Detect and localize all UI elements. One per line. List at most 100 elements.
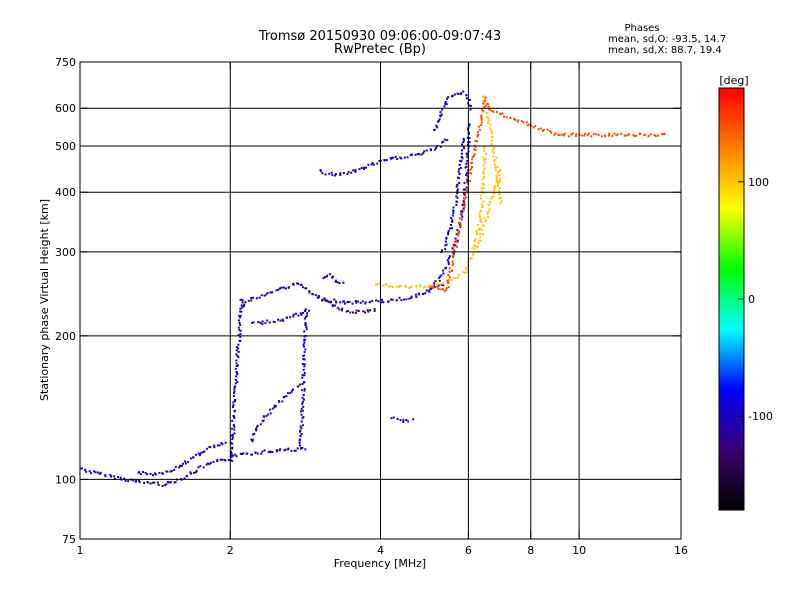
data-point: [152, 474, 154, 477]
data-point: [292, 282, 295, 285]
data-point: [246, 452, 249, 455]
x-tick-label: 10: [572, 544, 586, 557]
data-point: [492, 148, 495, 150]
data-point: [282, 319, 284, 322]
data-point: [442, 288, 444, 291]
data-point: [475, 229, 478, 232]
data-point: [361, 300, 364, 303]
data-point: [303, 388, 306, 390]
data-point: [452, 277, 455, 279]
data-point: [234, 382, 237, 385]
data-point: [365, 166, 368, 169]
data-point: [158, 471, 161, 474]
data-point: [464, 166, 467, 169]
data-point: [483, 99, 486, 102]
data-point: [385, 159, 388, 162]
data-point: [429, 148, 432, 151]
data-point: [304, 322, 307, 325]
data-point: [503, 115, 505, 118]
data-point: [452, 254, 455, 257]
data-point: [444, 138, 447, 141]
data-point: [499, 202, 502, 205]
data-point: [463, 139, 465, 142]
data-point: [303, 341, 306, 344]
data-point: [653, 134, 656, 136]
data-point: [453, 252, 455, 255]
data-point: [117, 476, 120, 478]
data-point: [461, 218, 464, 221]
data-point: [206, 462, 209, 465]
data-point: [303, 351, 306, 354]
data-point: [448, 255, 451, 258]
data-point: [563, 132, 566, 135]
data-point: [154, 472, 156, 475]
data-point: [303, 374, 306, 377]
data-point: [301, 446, 304, 449]
data-point: [336, 281, 339, 284]
data-point: [468, 123, 471, 126]
data-point: [179, 464, 181, 467]
data-point: [247, 299, 250, 302]
data-point: [430, 286, 432, 288]
data-point: [202, 466, 205, 469]
data-point: [496, 184, 499, 187]
data-point: [448, 276, 451, 279]
data-point: [494, 187, 497, 190]
data-point: [231, 419, 234, 422]
data-point: [240, 304, 243, 307]
data-point: [438, 118, 441, 121]
data-point: [432, 286, 435, 289]
data-point: [454, 237, 457, 240]
data-point: [197, 452, 200, 455]
data-point: [498, 197, 501, 200]
data-point: [267, 413, 270, 416]
data-point: [597, 133, 600, 136]
data-point: [473, 239, 476, 242]
data-point: [388, 285, 390, 288]
data-point: [371, 162, 374, 164]
data-point: [479, 218, 482, 221]
data-point: [367, 310, 370, 313]
data-point: [496, 111, 498, 113]
data-point: [306, 312, 309, 315]
data-point: [206, 447, 209, 450]
data-point: [182, 462, 184, 465]
data-point: [517, 119, 520, 122]
data-point: [468, 141, 471, 144]
x-tick-label: 2: [227, 544, 234, 557]
data-point: [173, 469, 176, 471]
data-point: [284, 287, 287, 290]
data-point: [454, 244, 457, 247]
data-point: [462, 202, 465, 205]
data-point: [490, 110, 493, 113]
data-point: [473, 148, 476, 151]
data-point: [476, 245, 479, 248]
data-point: [170, 470, 173, 473]
data-point: [430, 287, 433, 290]
data-point: [460, 155, 463, 158]
colorbar-tick-label: -100: [748, 410, 773, 423]
data-point: [342, 281, 345, 284]
data-point: [526, 124, 529, 127]
data-point: [466, 156, 469, 159]
data-point: [439, 145, 442, 148]
data-point: [81, 467, 83, 470]
data-point: [138, 481, 141, 484]
data-point: [463, 181, 466, 184]
data-point: [236, 380, 239, 383]
data-point: [480, 116, 483, 119]
data-point: [382, 284, 385, 287]
data-point: [273, 404, 276, 407]
data-point: [462, 200, 465, 203]
data-point: [423, 150, 426, 153]
data-point: [354, 311, 357, 314]
data-point: [592, 133, 595, 136]
data-point: [469, 104, 472, 107]
data-point: [465, 196, 467, 199]
data-point: [425, 289, 428, 292]
data-point: [444, 240, 447, 243]
data-point: [300, 389, 303, 392]
y-axis-ticks: 75 100 200 300 400 500 600 750: [55, 56, 681, 546]
data-point: [305, 287, 308, 290]
data-point: [138, 471, 141, 474]
